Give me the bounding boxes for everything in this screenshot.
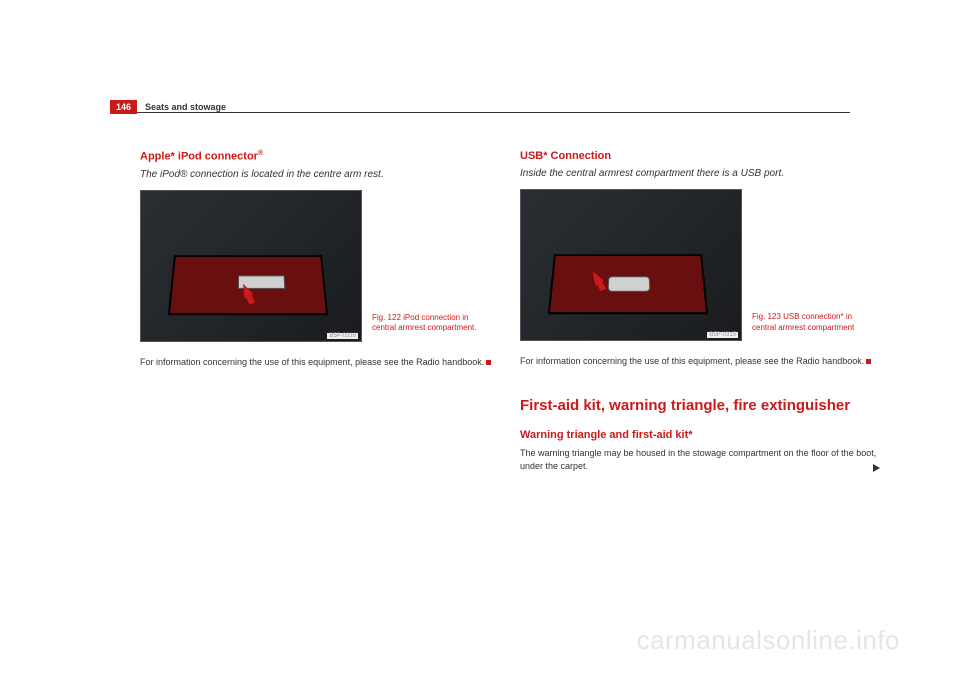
page-number-badge: 146 bbox=[110, 100, 137, 114]
left-figure-caption: Fig. 122 iPod connection in central armr… bbox=[372, 313, 492, 334]
major-section-heading: First-aid kit, warning triangle, fire ex… bbox=[520, 396, 880, 416]
registered-symbol: ® bbox=[258, 150, 263, 157]
right-subtitle: Inside the central armrest compartment t… bbox=[520, 168, 880, 179]
usb-slot bbox=[608, 276, 650, 291]
image-code: B5P-0316 bbox=[327, 333, 358, 339]
image-code: B5P-0315 bbox=[707, 332, 738, 338]
left-section-heading: Apple* iPod connector® bbox=[140, 150, 500, 163]
armrest-compartment bbox=[548, 254, 708, 314]
right-figure-row: B5P-0315 Fig. 123 USB connection* in cen… bbox=[520, 189, 880, 341]
left-body-text: For information concerning the use of th… bbox=[140, 356, 500, 369]
right-figure-caption: Fig. 123 USB connection* in central armr… bbox=[752, 312, 872, 333]
left-body-content: For information concerning the use of th… bbox=[140, 357, 484, 367]
left-figure: B5P-0316 bbox=[140, 190, 362, 342]
section-end-marker-icon bbox=[486, 360, 491, 365]
left-heading-text: Apple* iPod connector bbox=[140, 151, 258, 163]
sub-body-text: The warning triangle may be housed in th… bbox=[520, 447, 880, 472]
section-end-marker-icon bbox=[866, 359, 871, 364]
left-column: Apple* iPod connector® The iPod® connect… bbox=[140, 150, 500, 374]
left-figure-row: B5P-0316 Fig. 122 iPod connection in cen… bbox=[140, 190, 500, 342]
right-section-heading: USB* Connection bbox=[520, 150, 880, 162]
left-subtitle: The iPod® connection is located in the c… bbox=[140, 169, 500, 180]
continue-arrow-icon bbox=[873, 464, 880, 472]
sub-body-content: The warning triangle may be housed in th… bbox=[520, 448, 876, 471]
chapter-title: Seats and stowage bbox=[145, 102, 226, 112]
right-body-text: For information concerning the use of th… bbox=[520, 355, 880, 368]
header-divider bbox=[110, 112, 850, 113]
right-figure: B5P-0315 bbox=[520, 189, 742, 341]
sub-section-heading: Warning triangle and first-aid kit* bbox=[520, 429, 880, 441]
right-column: USB* Connection Inside the central armre… bbox=[520, 150, 880, 478]
right-body-content: For information concerning the use of th… bbox=[520, 356, 864, 366]
watermark-text: carmanualsonline.info bbox=[637, 625, 900, 656]
